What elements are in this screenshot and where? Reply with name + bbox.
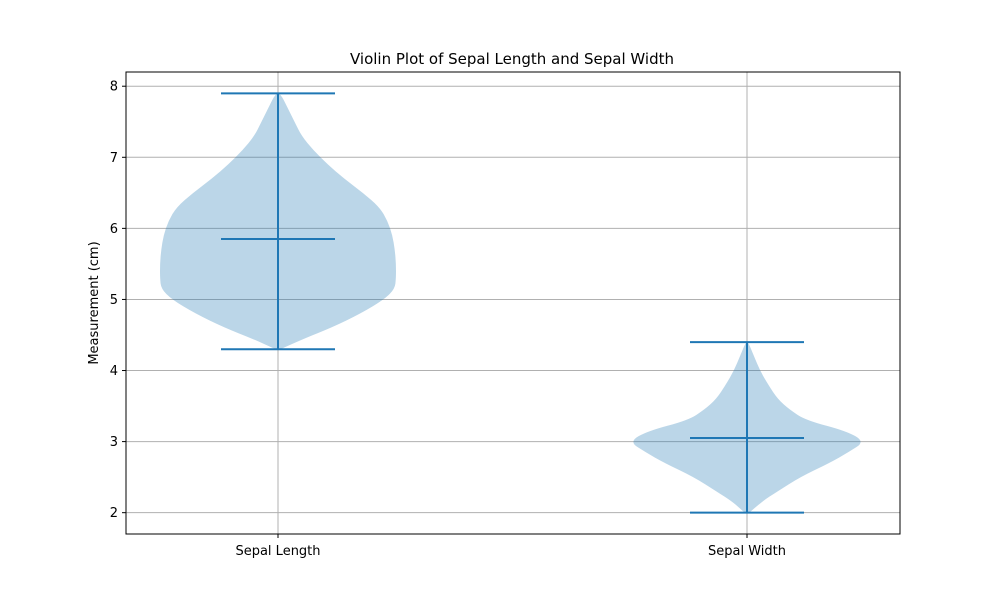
y-axis-title: Measurement (cm) bbox=[87, 241, 102, 364]
plot-frame bbox=[125, 71, 901, 535]
y-tick-label: 4 bbox=[110, 364, 118, 379]
y-tick-label: 8 bbox=[110, 80, 118, 95]
chart-title: Violin Plot of Sepal Length and Sepal Wi… bbox=[350, 50, 674, 68]
y-tick-label: 5 bbox=[110, 293, 118, 308]
y-tick-label: 2 bbox=[110, 506, 118, 521]
x-tick-label: Sepal Width bbox=[708, 544, 786, 559]
violin-layer bbox=[160, 92, 861, 514]
tick-layer: 2 3 4 5 6 7 8 Sepal Length Sepal Width bbox=[110, 80, 786, 559]
grid-layer bbox=[126, 72, 900, 534]
x-tick-label: Sepal Length bbox=[235, 544, 320, 559]
y-tick-label: 7 bbox=[110, 151, 118, 166]
y-tick-label: 3 bbox=[110, 435, 118, 450]
y-tick-label: 6 bbox=[110, 222, 118, 237]
